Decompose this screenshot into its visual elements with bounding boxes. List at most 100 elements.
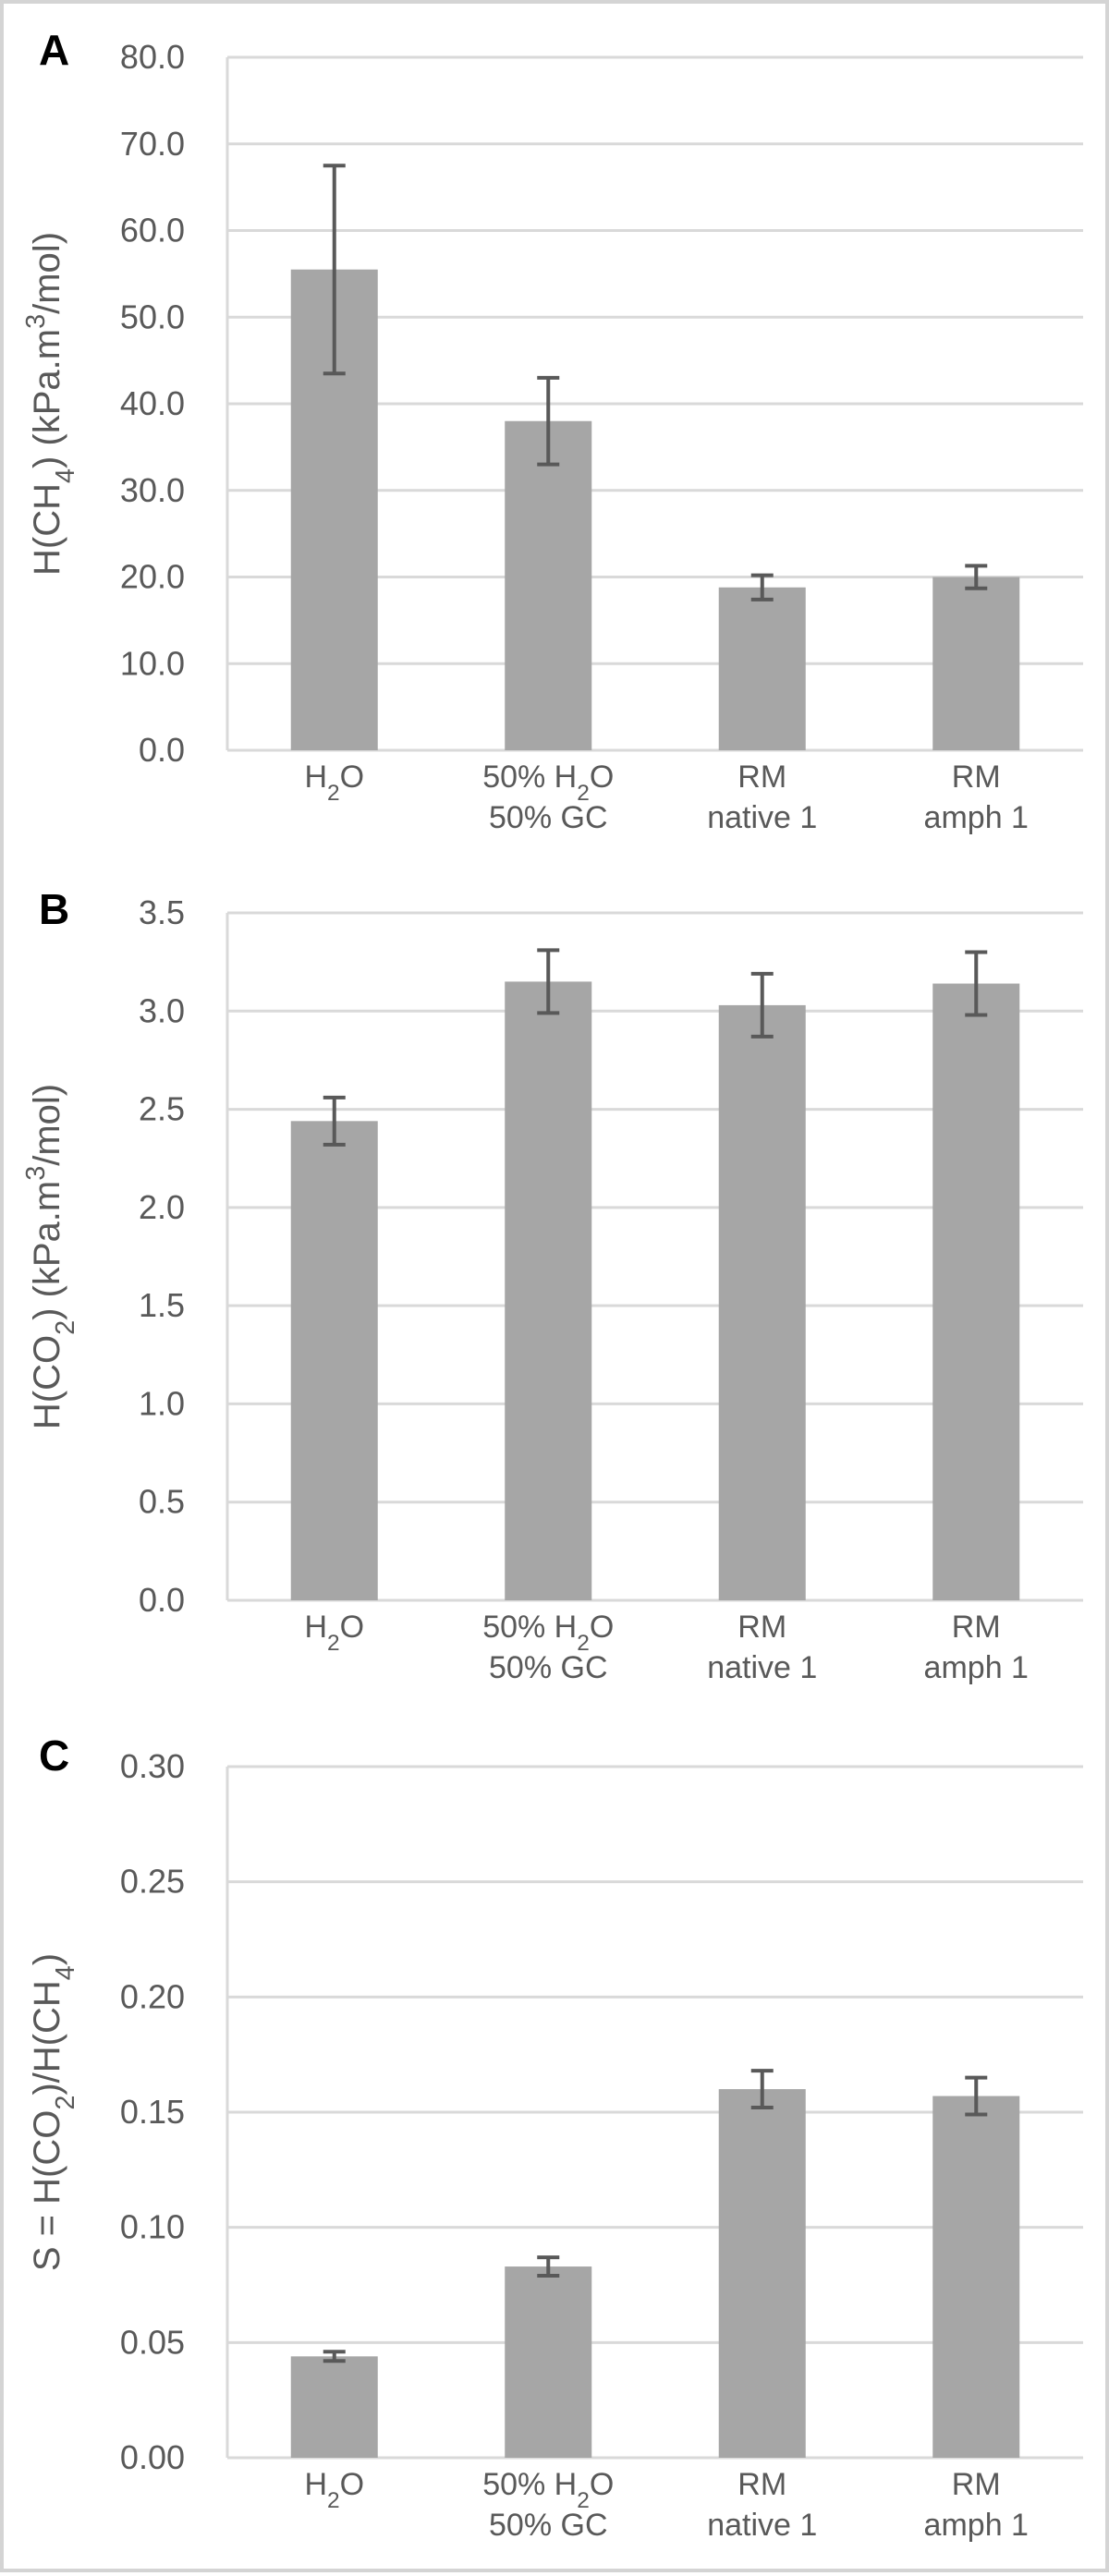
bar xyxy=(290,1121,378,1600)
label-text: native 1 xyxy=(707,1650,817,1685)
x-category-label: RM amph 1 xyxy=(924,759,1029,835)
subscript-text: 2 xyxy=(327,781,340,806)
y-tick-label: 2.0 xyxy=(139,1188,185,1226)
label-text: 50% GC xyxy=(489,1650,608,1685)
y-tick-label: 1.5 xyxy=(139,1286,185,1324)
label-text: )/H(CH xyxy=(27,1980,67,2095)
y-axis-label: H(CO2) (kPa.m3/mol) xyxy=(21,1084,80,1429)
x-category-label: 50% H2O 50% GC xyxy=(482,759,614,835)
subscript-text: 2 xyxy=(51,2096,80,2110)
label-text: RM xyxy=(737,2467,786,2502)
bar xyxy=(505,2266,592,2458)
label-text: /mol) xyxy=(27,1084,67,1166)
bar xyxy=(932,983,1020,1600)
error-bar xyxy=(750,971,774,1039)
y-tick-label: 20.0 xyxy=(120,558,185,596)
y-tick-label: 3.5 xyxy=(139,893,185,931)
label-text: RM xyxy=(952,1610,1001,1645)
x-category-label: H2O xyxy=(304,2467,364,2513)
y-tick-label: 80.0 xyxy=(120,38,185,76)
label-text: O xyxy=(340,2467,364,2502)
x-category-label: 50% H2O 50% GC xyxy=(482,2467,614,2543)
error-bar xyxy=(537,2255,560,2278)
y-tick-label: 0.0 xyxy=(139,731,185,769)
subscript-text: 4 xyxy=(51,1965,80,1980)
y-tick-label: 0.0 xyxy=(139,1581,185,1619)
label-text: ) xyxy=(27,1953,67,1965)
bar xyxy=(718,2089,806,2458)
y-tick-label: 0.30 xyxy=(120,1747,185,1785)
label-text: O xyxy=(340,1610,364,1645)
y-tick-label: 0.15 xyxy=(120,2093,185,2131)
error-bar xyxy=(537,375,560,467)
y-tick-label: 30.0 xyxy=(120,471,185,509)
superscript-text: 3 xyxy=(21,1166,51,1181)
label-text: amph 1 xyxy=(924,800,1029,835)
x-category-label: H2O xyxy=(304,1610,364,1656)
error-bar xyxy=(750,2069,774,2110)
bar xyxy=(718,587,806,750)
error-bar xyxy=(323,1095,346,1147)
panel-letter: A xyxy=(39,26,69,74)
subscript-text: 2 xyxy=(577,781,590,806)
error-bar xyxy=(965,2075,988,2117)
x-category-label: H2O xyxy=(304,759,364,806)
x-category-label: 50% H2O 50% GC xyxy=(482,1610,614,1685)
x-category-label: RM native 1 xyxy=(707,2467,817,2543)
label-text: RM xyxy=(952,2467,1001,2502)
label-text: S = H(CO xyxy=(27,2110,67,2271)
subscript-text: 2 xyxy=(327,2488,340,2513)
bar xyxy=(290,2356,378,2458)
x-category-label: RM native 1 xyxy=(707,759,817,835)
subscript-text: 4 xyxy=(51,468,80,483)
subscript-text: 2 xyxy=(51,1320,80,1335)
y-tick-label: 70.0 xyxy=(120,125,185,163)
y-tick-label: 2.5 xyxy=(139,1090,185,1128)
error-bar xyxy=(965,564,988,590)
label-text: 50% H xyxy=(482,759,577,795)
y-axis-label: S = H(CO2)/H(CH4) xyxy=(27,1953,80,2271)
label-text: ) (kPa.m xyxy=(27,1181,67,1320)
y-tick-label: 1.0 xyxy=(139,1384,185,1422)
x-category-label: RM native 1 xyxy=(707,1610,817,1685)
bar xyxy=(505,420,592,750)
label-text: RM xyxy=(737,759,786,795)
y-tick-label: 0.5 xyxy=(139,1483,185,1521)
error-bar xyxy=(323,164,346,376)
bar xyxy=(932,577,1020,750)
label-text: O xyxy=(340,759,364,795)
label-text: /mol) xyxy=(27,232,67,314)
error-bar xyxy=(323,2350,346,2363)
label-text: H(CO xyxy=(27,1335,67,1429)
label-text: H xyxy=(304,1610,327,1645)
y-tick-label: 10.0 xyxy=(120,644,185,682)
label-text: ) (kPa.m xyxy=(27,329,67,468)
label-text: O xyxy=(590,759,614,795)
subscript-text: 2 xyxy=(577,2488,590,2513)
label-text: 50% GC xyxy=(489,2508,608,2543)
label-text: RM xyxy=(952,759,1001,795)
y-tick-label: 50.0 xyxy=(120,298,185,335)
error-bar xyxy=(965,950,988,1017)
error-bar xyxy=(537,948,560,1015)
subscript-text: 2 xyxy=(577,1631,590,1656)
label-text: amph 1 xyxy=(924,1650,1029,1685)
subscript-text: 2 xyxy=(327,1631,340,1656)
panel-letter: C xyxy=(39,1732,69,1780)
label-text: O xyxy=(590,1610,614,1645)
y-tick-label: 0.20 xyxy=(120,1977,185,2015)
label-text: native 1 xyxy=(707,800,817,835)
error-bar xyxy=(750,573,774,601)
x-category-label: RM amph 1 xyxy=(924,2467,1029,2543)
label-text: 50% H xyxy=(482,1610,577,1645)
panel-letter: B xyxy=(39,885,69,933)
label-text: native 1 xyxy=(707,2508,817,2543)
label-text: 50% GC xyxy=(489,800,608,835)
label-text: 50% H xyxy=(482,2467,577,2502)
y-tick-label: 0.10 xyxy=(120,2208,185,2246)
label-text: H(CH xyxy=(27,483,67,576)
label-text: RM xyxy=(737,1610,786,1645)
